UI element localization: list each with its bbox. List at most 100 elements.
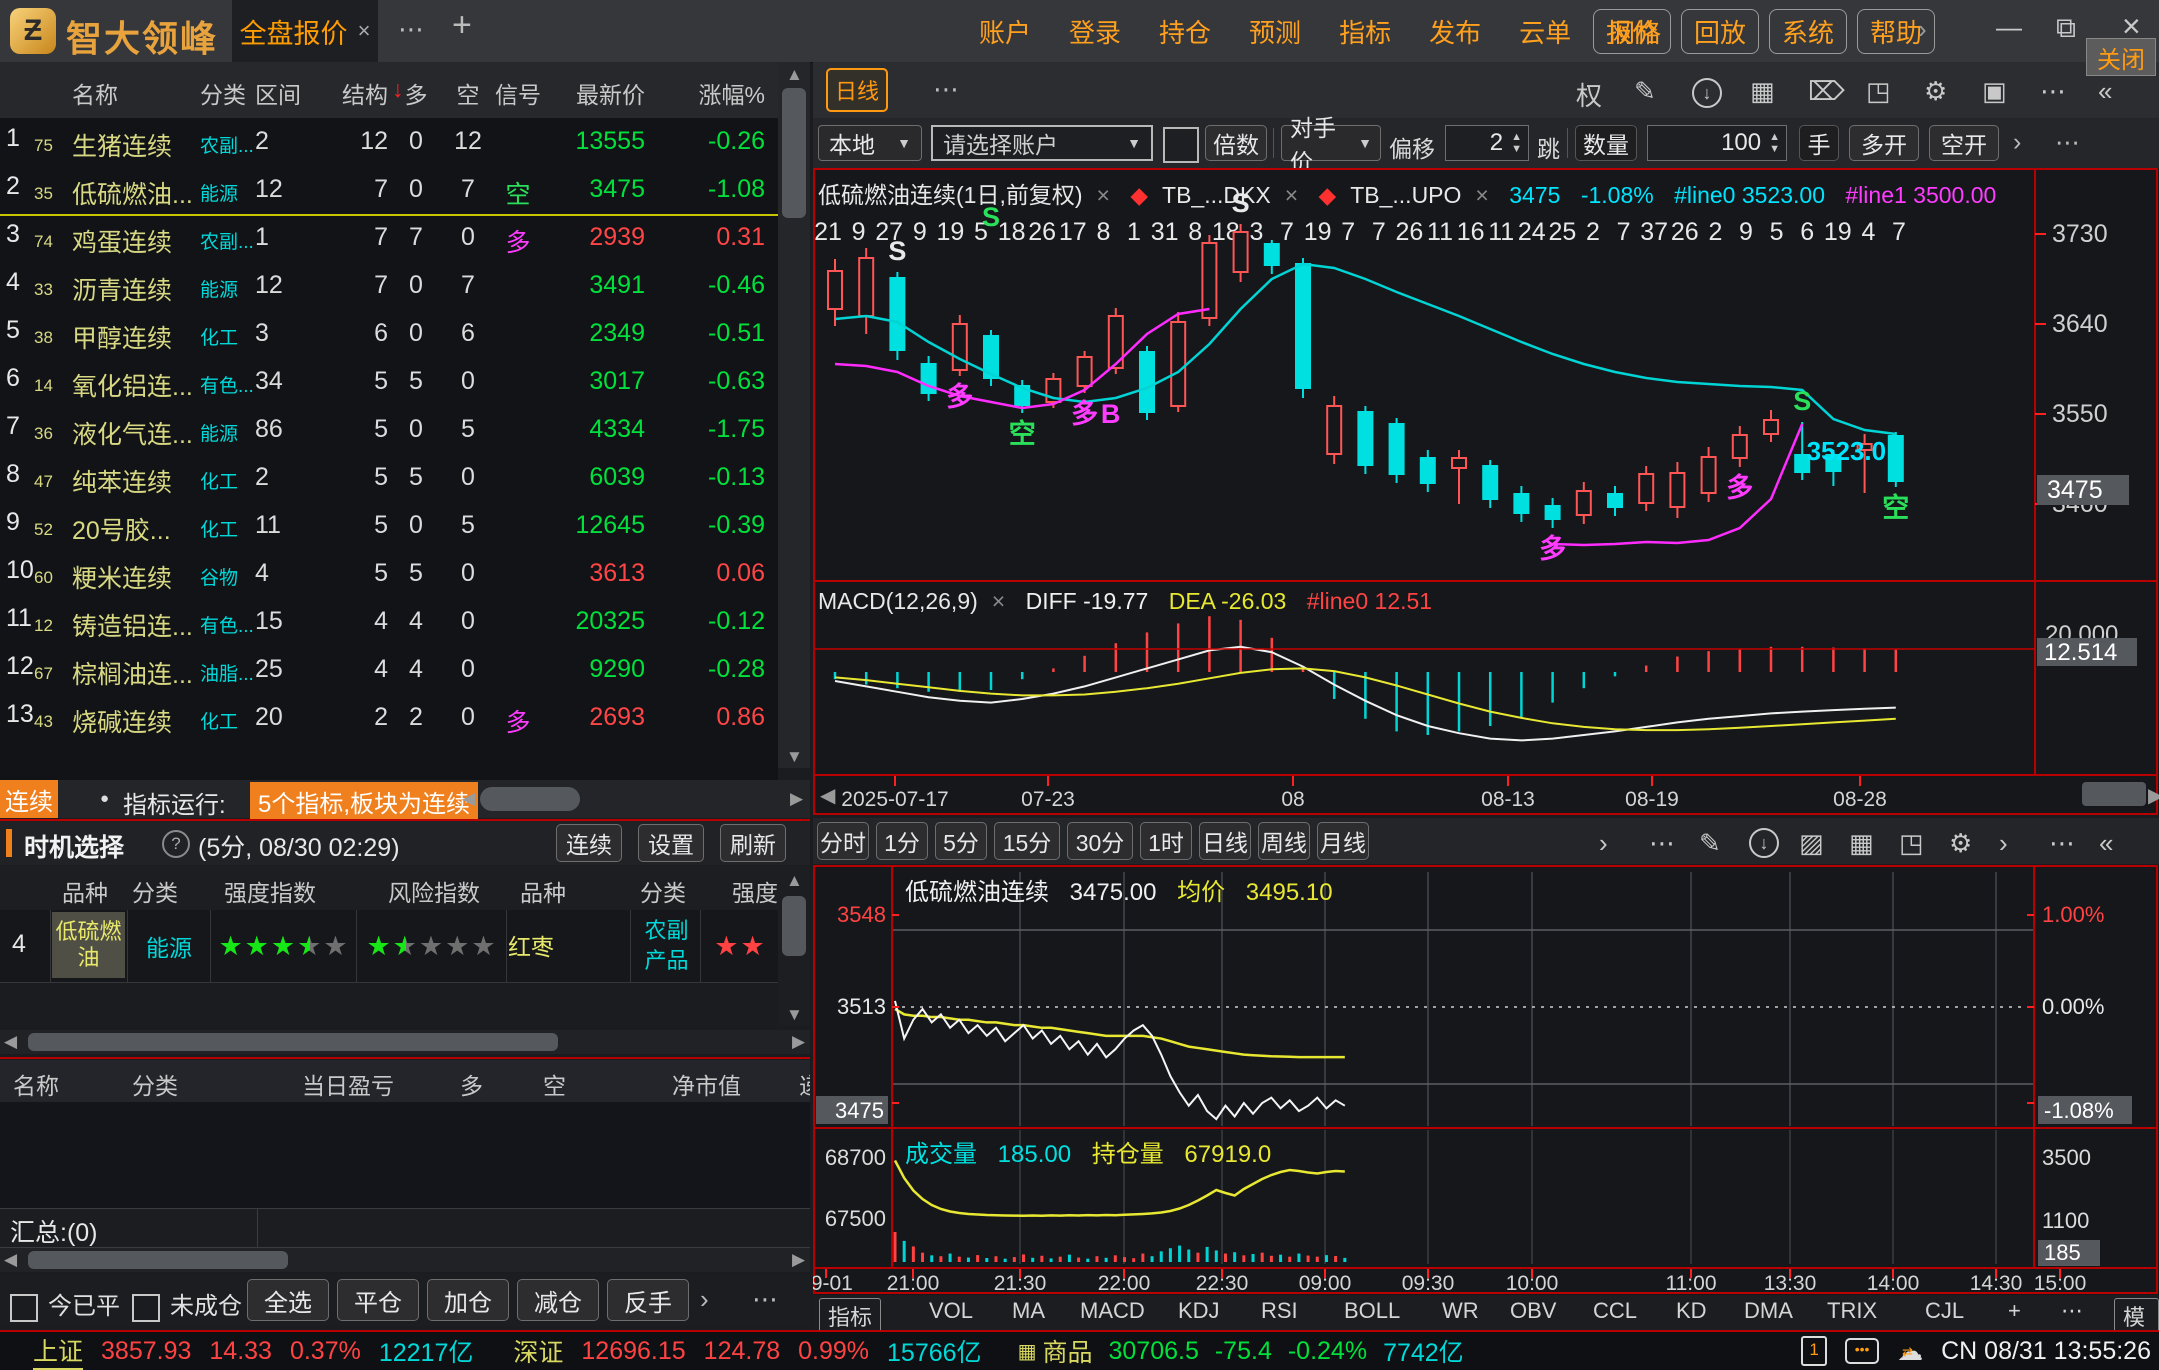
scroll-up-icon[interactable]: ▲ [786, 66, 803, 83]
col-header-空[interactable]: 空 [446, 76, 490, 110]
checkbox-未成仓[interactable]: 未成仓 [132, 1286, 242, 1322]
tab-quotes[interactable]: 全盘报价 × [232, 0, 378, 62]
quote-row-甲醇连续[interactable]: 538甲醇连续化工36062349-0.51 [0, 310, 778, 358]
sz-index-label[interactable]: 深证 [513, 1333, 563, 1369]
quote-row-液化气连...[interactable]: 736液化气连...能源865054334-1.75 [0, 406, 778, 454]
more-icon[interactable]: ⋯ [933, 74, 959, 105]
fullscreen-icon[interactable]: ◳ [1866, 76, 1891, 107]
positions-hscroll[interactable]: ◀ ▶ [0, 1248, 810, 1272]
quote-row-鸡蛋连续[interactable]: 374鸡蛋连续农副...1770多29390.31 [0, 214, 778, 262]
draw-icon[interactable]: ✎ [1699, 828, 1721, 859]
close-icon[interactable]: × [1475, 182, 1488, 208]
indicator-tab-TRIX[interactable]: TRIX [1827, 1298, 1877, 1324]
checkbox-今已平[interactable]: 今已平 [10, 1286, 120, 1322]
indicator-tab-WR[interactable]: WR [1442, 1298, 1479, 1324]
col-header-品种-4[interactable]: 品种 [520, 874, 566, 908]
period-tab-5分[interactable]: 5分 [935, 822, 987, 860]
chevron-right-icon[interactable]: › [1999, 828, 2008, 859]
runbar-tab[interactable]: 连续 [0, 780, 58, 818]
settings-gear-icon[interactable]: ⚙ [1924, 76, 1947, 107]
col-header-名称[interactable]: 名称 [13, 1067, 59, 1101]
offset-spinner[interactable]: 2▲▼ [1445, 125, 1529, 161]
period-tab-月线[interactable]: 月线 [1317, 822, 1369, 860]
menu-boxed-系统[interactable]: 系统 [1769, 9, 1847, 54]
col-header-多[interactable]: 多 [460, 1067, 483, 1101]
quote-row-烧碱连续[interactable]: 1343烧碱连续化工20220多26930.86 [0, 694, 778, 742]
col-header-多[interactable]: 多 [398, 76, 434, 110]
indicator-tab-KDJ[interactable]: KDJ [1178, 1298, 1220, 1324]
col-header-强度-6[interactable]: 强度 [732, 874, 778, 908]
col-header-最新价[interactable]: 最新价 [545, 76, 645, 110]
scroll-right-icon[interactable]: ▶ [792, 1251, 805, 1268]
chevron-right-icon[interactable]: › [1599, 828, 1608, 859]
quantity-button[interactable]: 数量 [1575, 125, 1637, 161]
timing-button-设置[interactable]: 设置 [638, 824, 704, 862]
window-minimize-icon[interactable]: — [1996, 12, 2022, 43]
open-short-button[interactable]: 空开 [1929, 125, 1999, 161]
scroll-left-icon[interactable]: ◀ [4, 1251, 17, 1268]
col-header-净市值[interactable]: 净市值 [672, 1067, 741, 1101]
scroll-left-icon[interactable]: ◀ [462, 790, 475, 807]
indicator-tab-⋯[interactable]: ⋯ [2061, 1298, 2083, 1324]
col-header-分类[interactable]: 分类 [200, 76, 256, 110]
indicator-tab-+[interactable]: + [2008, 1298, 2021, 1324]
menu-item-指标[interactable]: 指标 [1339, 13, 1391, 50]
message-icon[interactable]: ••• [1845, 1338, 1879, 1364]
more-icon[interactable]: ⋯ [2049, 828, 2075, 859]
scroll-down-icon[interactable]: ▼ [786, 748, 803, 765]
position-button-反手[interactable]: 反手 [607, 1279, 689, 1321]
runbar-scroll-thumb[interactable] [480, 787, 580, 811]
timing-name-selected[interactable]: 低硫燃油 [52, 912, 125, 978]
col-header-区间[interactable]: 区间 [255, 76, 311, 110]
timing-table-header[interactable]: 品种分类强度指数风险指数品种分类强度 [0, 866, 778, 910]
col-header-结构[interactable]: 结构 [312, 76, 388, 110]
active-period-button[interactable]: 日线 [826, 68, 888, 112]
timing-button-刷新[interactable]: 刷新 [720, 824, 786, 862]
quote-table-header[interactable]: 名称分类区间结构↓多空信号最新价涨幅% [0, 62, 778, 118]
menu-item-持仓[interactable]: 持仓 [1159, 13, 1211, 50]
tab-close-icon[interactable]: × [358, 18, 371, 44]
open-long-button[interactable]: 多开 [1849, 125, 1919, 161]
position-button-全选[interactable]: 全选 [247, 1279, 329, 1321]
tabs-more-icon[interactable]: ⋯ [398, 14, 424, 45]
image-icon[interactable]: ▨ [1799, 828, 1824, 859]
more-icon[interactable]: ⋯ [2040, 76, 2066, 107]
collapse-icon[interactable]: « [2098, 76, 2112, 107]
scroll-thumb[interactable] [28, 1033, 558, 1051]
menu-boxed-报价[interactable]: 报价 [1593, 9, 1671, 54]
menu-item-云单[interactable]: 云单 [1519, 13, 1571, 50]
quote-row-粳米连续[interactable]: 1060粳米连续谷物455036130.06 [0, 550, 778, 598]
period-tab-日线[interactable]: 日线 [1199, 822, 1251, 860]
quote-row-沥青连续[interactable]: 433沥青连续能源127073491-0.46 [0, 262, 778, 310]
multiple-button[interactable]: 倍数 [1205, 125, 1267, 161]
scroll-thumb[interactable] [28, 1251, 288, 1269]
col-header-递[interactable]: 递 [799, 1067, 810, 1101]
scroll-right-icon[interactable]: ▶ [790, 790, 803, 807]
checkbox-box[interactable] [10, 1294, 38, 1322]
scroll-left-icon[interactable]: ◀ [4, 1033, 17, 1050]
indicator-tab-CJL[interactable]: CJL [1925, 1298, 1964, 1324]
source-select[interactable]: 本地▼ [818, 125, 922, 161]
price-type-select[interactable]: 对手价▼ [1281, 125, 1381, 161]
period-tab-1时[interactable]: 1时 [1140, 822, 1192, 860]
order-checkbox[interactable] [1163, 127, 1199, 163]
cloud-sync-icon[interactable]: ☁⇄ [1897, 1336, 1923, 1367]
indicator-tab-KD[interactable]: KD [1676, 1298, 1707, 1324]
account-select[interactable]: 请选择账户▼ [931, 125, 1153, 161]
scroll-thumb[interactable] [782, 88, 806, 218]
quote-row-纯苯连续[interactable]: 847纯苯连续化工25506039-0.13 [0, 454, 778, 502]
scroll-right-icon[interactable]: ▶ [792, 1033, 805, 1050]
commodity-label[interactable]: 商品 [1042, 1333, 1092, 1369]
quote-scrollbar[interactable]: ▲ ▼ [778, 62, 810, 768]
more-icon[interactable]: ⋯ [752, 1284, 778, 1315]
col-header-信号[interactable]: 信号 [492, 76, 544, 110]
new-tab-icon[interactable]: + [452, 6, 472, 45]
checkbox-box[interactable] [132, 1294, 160, 1322]
period-tab-30分[interactable]: 30分 [1067, 822, 1133, 860]
timing-hscroll[interactable]: ◀ ▶ [0, 1030, 810, 1054]
indicator-tab-CCL[interactable]: CCL [1593, 1298, 1637, 1324]
spinner-arrows[interactable]: ▲▼ [1511, 131, 1522, 155]
more-icon[interactable]: ⋯ [2055, 128, 2080, 158]
period-tab-周线[interactable]: 周线 [1258, 822, 1310, 860]
col-header-名称[interactable]: 名称 [72, 76, 200, 110]
